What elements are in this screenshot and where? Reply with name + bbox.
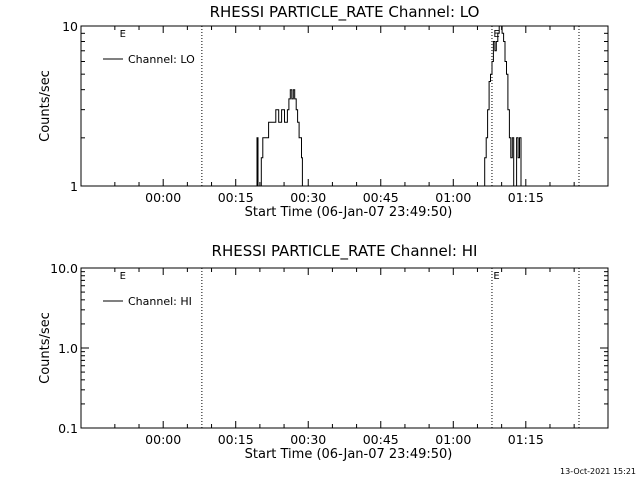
- y-tick-label: 1: [70, 179, 78, 194]
- y-axis-label: Counts/sec: [38, 312, 53, 384]
- x-tick-label: 00:00: [145, 432, 181, 447]
- x-tick-label: 01:00: [435, 432, 471, 447]
- flag-marker: E: [493, 271, 499, 282]
- x-axis-label: Start Time (06-Jan-07 23:49:50): [245, 205, 453, 220]
- x-tick-label: 00:45: [363, 190, 399, 205]
- x-tick-label: 00:30: [290, 432, 326, 447]
- x-tick-label: 00:45: [363, 432, 399, 447]
- x-tick-label: 01:00: [435, 190, 471, 205]
- plot-frame: [80, 25, 609, 187]
- y-tick-label: 0.1: [58, 421, 78, 436]
- y-tick-label: 10.0: [50, 261, 78, 276]
- y-tick-label: 10: [62, 19, 78, 34]
- flag-marker: E: [120, 271, 126, 282]
- x-tick-label: 01:15: [508, 432, 544, 447]
- x-tick-label: 00:30: [290, 190, 326, 205]
- flag-marker: E: [120, 29, 126, 40]
- legend-label: Channel: LO: [128, 53, 195, 66]
- chart-panel-hi: RHESSI PARTICLE_RATE Channel: HI 00:00 00:…: [38, 242, 609, 462]
- flag-marker: E: [493, 29, 499, 40]
- x-axis-label: Start Time (06-Jan-07 23:49:50): [245, 447, 453, 462]
- chart-panel-lo: RHESSI PARTICLE_RATE Channel: LO 00:00 00:…: [38, 3, 609, 220]
- footer-timestamp: 13-Oct-2021 15:21: [560, 467, 636, 476]
- chart-title: RHESSI PARTICLE_RATE Channel: LO: [210, 3, 480, 22]
- y-tick-label: 1.0: [58, 341, 78, 356]
- chart-title: RHESSI PARTICLE_RATE Channel: HI: [212, 242, 478, 261]
- series-line-1: [256, 25, 522, 187]
- x-tick-label: 00:00: [145, 190, 181, 205]
- x-tick-label: 00:15: [218, 190, 254, 205]
- y-axis-label: Counts/sec: [38, 70, 53, 142]
- plot-frame: [80, 267, 609, 429]
- legend-label: Channel: HI: [128, 295, 192, 308]
- x-tick-label: 00:15: [218, 432, 254, 447]
- x-tick-label: 01:15: [508, 190, 544, 205]
